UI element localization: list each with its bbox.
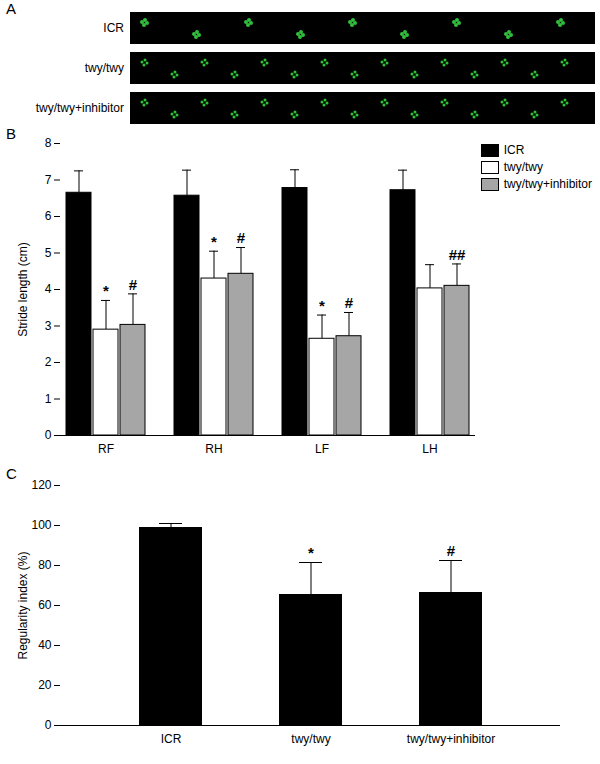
svg-text:80: 80 — [38, 558, 52, 572]
svg-text:##: ## — [449, 246, 466, 263]
svg-text:LH: LH — [422, 442, 437, 456]
svg-text:Regularity index (%): Regularity index (%) — [16, 551, 30, 659]
html-text:B: B — [6, 125, 16, 142]
svg-text:twy/twy: twy/twy — [291, 732, 330, 746]
svg-text:0: 0 — [45, 718, 52, 732]
svg-text:6: 6 — [45, 209, 52, 223]
svg-text:40: 40 — [38, 638, 52, 652]
svg-text:8: 8 — [45, 136, 52, 150]
svg-text:ICR: ICR — [103, 21, 124, 35]
html-text:ICR: ICR — [503, 143, 525, 157]
svg-text:#: # — [345, 294, 354, 311]
svg-text:twy/twy: twy/twy — [85, 61, 124, 75]
html-text:C: C — [6, 465, 17, 482]
svg-text:20: 20 — [38, 678, 52, 692]
html-text:twy/twy: twy/twy — [503, 160, 543, 174]
svg-text:100: 100 — [31, 518, 51, 532]
svg-text:1: 1 — [45, 392, 52, 406]
svg-text:RH: RH — [205, 442, 222, 456]
svg-text:twy/twy+inhibitor: twy/twy+inhibitor — [36, 101, 124, 115]
html-text:A: A — [6, 0, 16, 17]
svg-text:120: 120 — [31, 478, 51, 492]
svg-text:twy/twy+inhibitor: twy/twy+inhibitor — [407, 732, 495, 746]
html-text:twy/twy+inhibitor: twy/twy+inhibitor — [503, 177, 592, 191]
svg-text:RF: RF — [98, 442, 114, 456]
svg-text:60: 60 — [38, 598, 52, 612]
svg-text:*: * — [211, 233, 217, 250]
svg-text:3: 3 — [45, 319, 52, 333]
svg-text:*: * — [308, 544, 314, 561]
svg-text:*: * — [319, 297, 325, 314]
svg-text:LF: LF — [315, 442, 329, 456]
svg-text:*: * — [103, 282, 109, 299]
svg-text:#: # — [237, 229, 246, 246]
svg-text:#: # — [129, 276, 138, 293]
svg-text:#: # — [447, 542, 456, 559]
svg-text:4: 4 — [45, 282, 52, 296]
svg-text:7: 7 — [45, 173, 52, 187]
svg-text:2: 2 — [45, 355, 52, 369]
svg-text:Stride length (cm): Stride length (cm) — [16, 242, 30, 337]
svg-text:5: 5 — [45, 246, 52, 260]
svg-text:ICR: ICR — [161, 732, 182, 746]
svg-text:0: 0 — [45, 428, 52, 442]
